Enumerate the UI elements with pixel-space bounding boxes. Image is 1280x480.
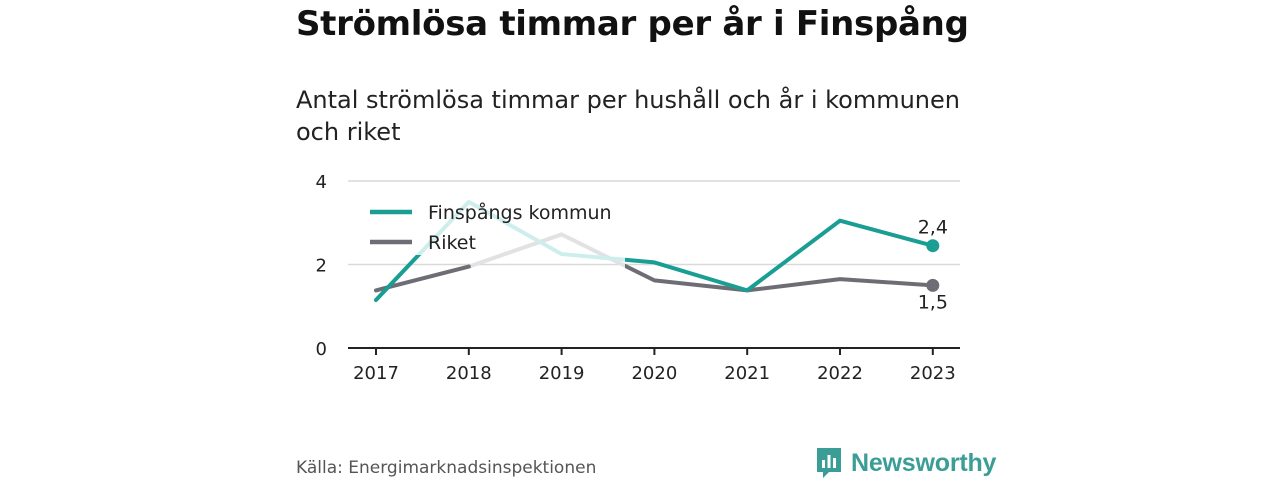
y-tick-label: 2 [316,256,327,277]
end-marker-riket [926,278,940,292]
x-tick-label: 2017 [353,363,399,384]
newsworthy-logo-icon [817,448,841,478]
end-label-finspang: 2,4 [918,217,948,239]
x-tick-label: 2020 [631,363,677,384]
source-text: Källa: Energimarknadsinspektionen [296,458,597,478]
legend-label-riket: Riket [428,232,476,254]
y-tick-label: 4 [316,172,327,193]
end-marker-finspang [926,239,940,253]
chart-subtitle: Antal strömlösa timmar per hushåll och å… [296,86,960,146]
series-line-start-finspang [374,255,422,302]
chart-title: Strömlösa timmar per år i Finspång [296,4,969,44]
y-tick-label: 0 [316,339,327,360]
x-tick-label: 2019 [539,363,585,384]
series-line-riket [625,263,935,293]
end-label-riket: 1,5 [918,291,948,313]
brand-name: Newsworthy [851,448,997,477]
x-tick-label: 2023 [910,363,956,384]
series-line-finspang [625,218,935,293]
x-tick-label: 2018 [446,363,492,384]
brand-logo[interactable]: Newsworthy [815,446,996,480]
x-tick-label: 2021 [724,363,770,384]
x-tick-label: 2022 [817,363,863,384]
legend-label-finspang: Finspångs kommun [428,201,612,224]
series-line-faded-finspang [374,199,625,302]
